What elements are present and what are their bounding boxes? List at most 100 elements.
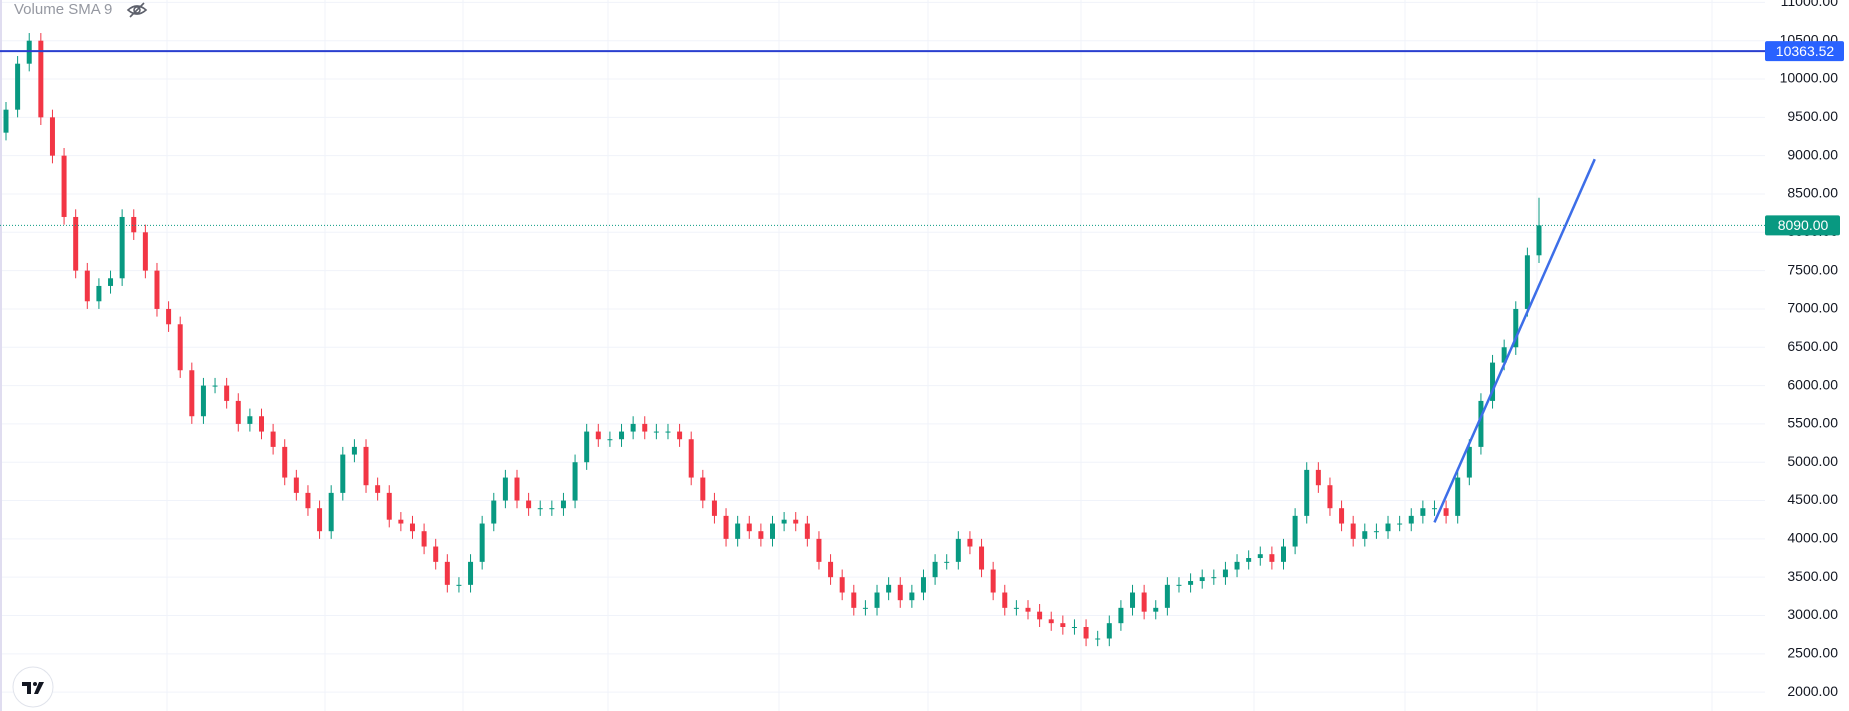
candle-body [723,515,729,539]
candle-body [363,446,369,486]
candle-body [479,523,485,562]
candle-body [1524,255,1530,309]
y-tick-label: 10000.00 [1780,70,1839,86]
candle-body [1188,581,1194,585]
grid [0,0,1765,711]
candle-body [700,477,706,501]
candle-body [1315,469,1321,486]
candle-body [920,577,926,593]
candle-body [514,477,520,501]
candle-body [1362,531,1368,539]
candle-body [1327,485,1333,509]
candle-body [711,500,717,516]
candle-body [1060,623,1066,628]
candle-body [468,561,474,585]
candle-body [758,531,764,539]
candle-body [1106,623,1112,639]
candle-body [409,523,415,532]
y-tick-label: 5000.00 [1787,453,1838,469]
candle-body [96,285,102,302]
candle-body [979,546,985,570]
candle-body [1234,561,1240,570]
candle-body [1071,627,1077,629]
candle-body [967,538,973,547]
candle-body [595,431,601,440]
candle-body [293,477,299,493]
candle-body [1408,515,1414,524]
y-tick-label: 6000.00 [1787,376,1838,392]
candle-body [688,439,694,478]
y-tick-label: 9500.00 [1787,108,1838,124]
candle-body [1478,400,1484,447]
candle-body [642,423,648,432]
candle-body [1490,362,1496,401]
candle-body [1222,569,1228,578]
candle-body [270,431,276,447]
candle-body [1002,592,1008,608]
candle-body [502,477,508,501]
candle-body [317,508,323,532]
candle-body [990,569,996,593]
indicator-label: Volume SMA 9 [14,1,112,18]
candle-body [584,431,590,463]
candle-body [1037,611,1043,620]
candle-body [1420,508,1426,516]
candle-body [1501,347,1507,363]
y-tick-label: 2000.00 [1787,683,1838,699]
trend-line [1433,158,1596,523]
y-tick-label: 4500.00 [1787,491,1838,507]
candle-body [421,531,427,547]
candle-body [828,561,834,578]
candle-body [49,117,55,156]
candle-body [142,232,148,271]
candle-body [1257,554,1263,559]
candle-body [816,538,822,562]
candle-body [619,431,625,440]
candle-body [108,278,114,286]
candle-body [282,446,288,478]
candle-body [73,216,79,271]
candle-body [1048,619,1054,624]
candle-body [119,216,125,279]
candle-body [1141,592,1147,612]
candle-body [839,577,845,593]
candle-body [84,270,90,302]
candle-body [1199,577,1205,582]
candle-body [630,423,636,432]
candle-body [166,308,172,325]
candle-body [177,324,183,371]
candle-body [1153,607,1159,612]
candle-body [1304,469,1310,516]
candle-body [607,439,613,441]
candle-body [1025,607,1031,612]
candle-body [897,584,903,601]
candle-body [1466,446,1472,478]
candle-body [560,500,566,509]
candle-body [862,607,868,609]
candle-body [735,523,741,539]
hide-icon[interactable] [126,2,148,18]
candle-body [1385,523,1391,532]
candle-body [1281,546,1286,562]
y-tick-label: 6500.00 [1787,338,1838,354]
y-tick-label: 7500.00 [1787,261,1838,277]
y-tick-label: 11000.00 [1781,0,1839,9]
candle-body [955,538,961,562]
candle-body [526,500,532,509]
candle-body [1455,477,1461,516]
y-tick-label: 5500.00 [1787,415,1838,431]
candle-body [1083,627,1089,639]
candle-body [386,492,392,520]
y-tick-label: 2500.00 [1787,645,1838,661]
candle-body [212,385,218,387]
logo[interactable] [12,666,54,708]
candle-body [1373,531,1379,533]
candle-body [491,500,497,524]
candle-body [375,485,381,493]
candle-body [1164,584,1170,608]
candle-body [944,561,950,563]
candle-body [770,523,775,539]
candle-body [224,385,230,401]
